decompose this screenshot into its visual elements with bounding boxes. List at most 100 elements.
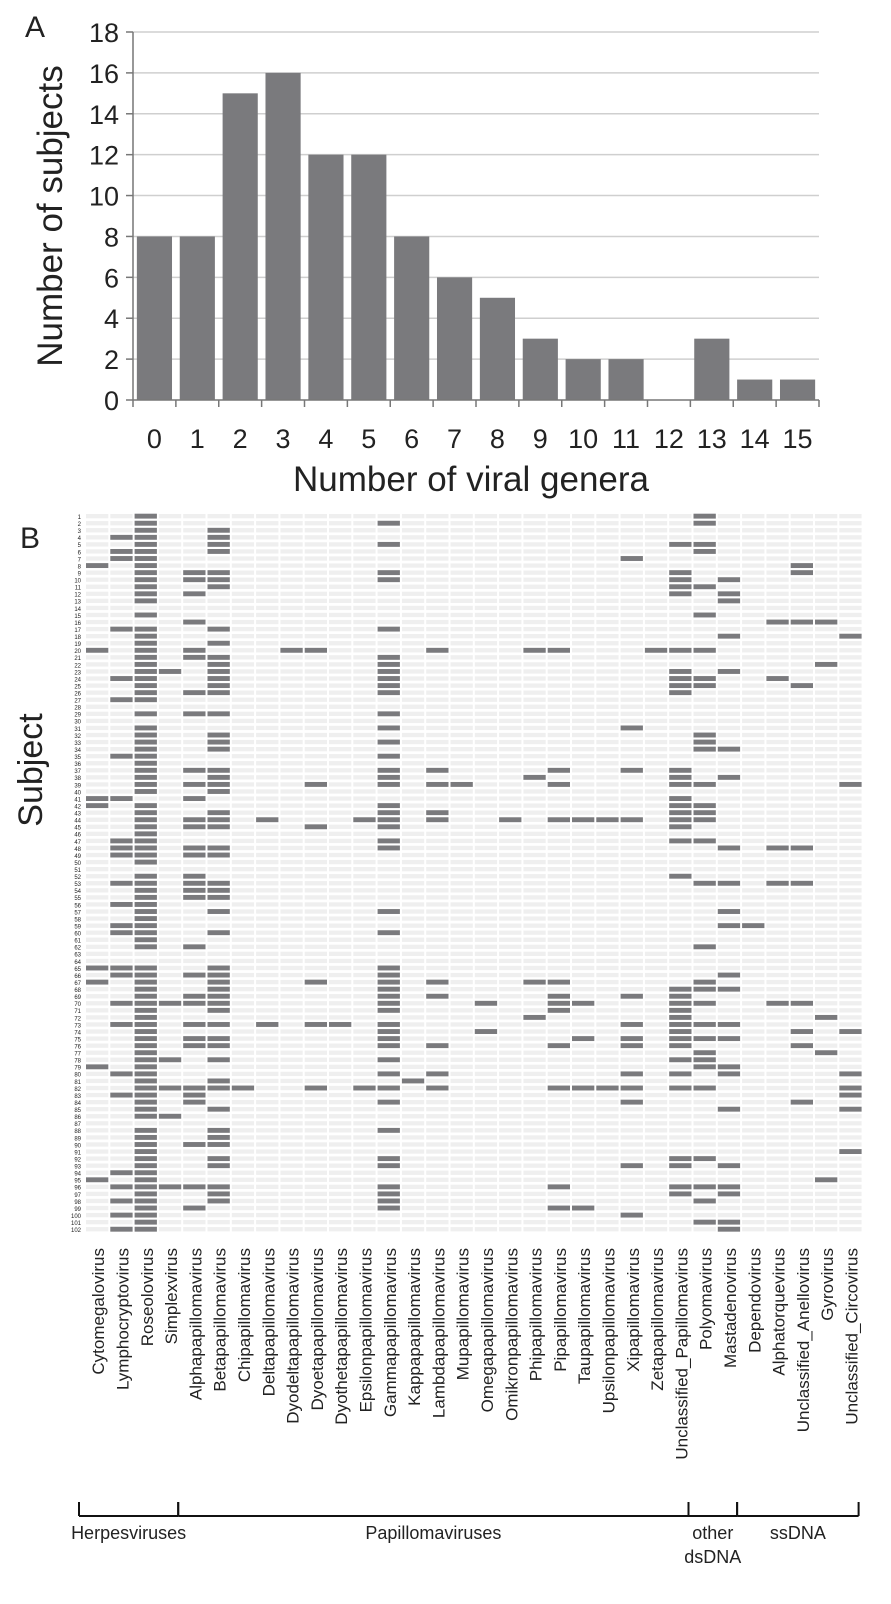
b-cell-empty — [693, 958, 716, 964]
a-x-tick-label: 4 — [318, 424, 333, 454]
b-cell-empty — [644, 556, 668, 561]
b-cell-empty — [693, 1078, 716, 1084]
b-cell-empty — [304, 535, 327, 540]
b-cell-empty — [717, 690, 741, 695]
b-cell-empty — [644, 895, 668, 900]
b-cell-empty — [329, 803, 352, 808]
b-cell-empty — [474, 1198, 498, 1204]
b-cell-empty — [474, 648, 498, 653]
b-cell-empty — [717, 768, 741, 773]
b-cell-empty — [353, 1008, 376, 1013]
b-cell-present — [426, 979, 449, 985]
b-cell-empty — [86, 895, 109, 900]
b-cell-present — [207, 774, 230, 780]
b-cell-empty — [183, 556, 206, 561]
b-cell-empty — [644, 1163, 668, 1168]
b-cell-empty — [110, 641, 133, 646]
b-genus-labels: Cytomegalovirus Lymphocryptovirus Roseolov… — [89, 1248, 861, 1460]
b-cell-empty — [474, 937, 498, 942]
b-cell-empty — [329, 1177, 352, 1182]
b-cell-empty — [620, 528, 643, 533]
b-subject-label: 65 — [74, 967, 81, 973]
b-subject-label: 92 — [74, 1157, 81, 1163]
a-bar — [608, 359, 644, 400]
b-cell-empty — [474, 619, 498, 625]
b-cell-empty — [547, 987, 570, 992]
b-cell-empty — [183, 1071, 206, 1077]
b-cell-empty — [572, 1212, 595, 1218]
b-cell-empty — [450, 888, 473, 893]
b-cell-present — [134, 916, 157, 922]
b-cell-empty — [499, 965, 522, 971]
b-cell-empty — [231, 1227, 255, 1232]
b-cell-empty — [596, 1050, 619, 1055]
b-cell-empty — [474, 1064, 498, 1069]
b-cell-empty — [790, 605, 813, 611]
b-cell-empty — [620, 895, 643, 900]
b-cell-empty — [839, 888, 862, 893]
b-cell-empty — [790, 732, 813, 738]
b-cell-empty — [353, 831, 376, 836]
b-cell-empty — [596, 1057, 619, 1062]
b-cell-empty — [86, 739, 109, 745]
b-subject-label: 36 — [74, 762, 81, 768]
b-cell-empty — [717, 1114, 741, 1119]
b-subject-label: 51 — [74, 868, 81, 874]
b-cell-present — [377, 1184, 400, 1190]
b-cell-empty — [231, 1142, 255, 1147]
b-subject-label: 17 — [74, 628, 81, 634]
b-cell-empty — [86, 598, 109, 604]
b-cell-empty — [474, 556, 498, 561]
b-cell-empty — [110, 979, 133, 985]
b-cell-empty — [766, 1227, 789, 1232]
b-cell-present — [207, 739, 230, 745]
b-cell-empty — [596, 690, 619, 695]
b-cell-empty — [839, 549, 862, 554]
b-cell-present — [183, 1022, 206, 1027]
b-cell-empty — [280, 1029, 303, 1034]
b-cell-present — [717, 669, 741, 674]
b-cell-empty — [304, 761, 327, 766]
b-cell-empty — [110, 937, 133, 942]
b-cell-empty — [766, 1022, 789, 1027]
b-cell-empty — [353, 810, 376, 815]
b-cell-empty — [474, 994, 498, 999]
b-cell-empty — [572, 1029, 595, 1034]
b-cell-present — [207, 1106, 230, 1112]
b-cell-empty — [523, 732, 546, 738]
b-cell-empty — [86, 1050, 109, 1055]
b-cell-empty — [523, 761, 546, 766]
b-cell-empty — [256, 542, 279, 547]
b-cell-empty — [304, 612, 327, 618]
b-cell-empty — [377, 796, 400, 801]
b-subject-label: 80 — [74, 1073, 81, 1079]
b-cell-empty — [766, 1107, 789, 1112]
b-cell-empty — [474, 754, 498, 759]
b-cell-empty — [377, 514, 400, 519]
b-cell-empty — [523, 1008, 546, 1013]
b-cell-empty — [110, 655, 133, 660]
b-cell-empty — [183, 1135, 206, 1140]
b-cell-empty — [353, 867, 376, 872]
b-cell-empty — [426, 634, 449, 639]
b-cell-present — [377, 979, 400, 985]
b-cell-empty — [231, 683, 255, 688]
b-cell-empty — [669, 909, 692, 914]
b-genus-label: Betapapillomavirus — [211, 1248, 230, 1392]
b-cell-empty — [596, 923, 619, 928]
b-cell-present — [134, 647, 157, 653]
b-cell-empty — [280, 1099, 303, 1105]
b-cell-present — [377, 1085, 400, 1091]
b-subject-label: 75 — [74, 1037, 81, 1043]
b-cell-empty — [815, 965, 838, 971]
b-cell-empty — [620, 775, 643, 780]
b-cell-empty — [572, 584, 595, 589]
b-cell-empty — [207, 1099, 230, 1105]
b-cell-empty — [183, 725, 206, 731]
b-cell-empty — [766, 697, 789, 702]
b-cell-empty — [717, 789, 741, 794]
b-cell-empty — [620, 1057, 643, 1062]
b-cell-empty — [377, 634, 400, 639]
